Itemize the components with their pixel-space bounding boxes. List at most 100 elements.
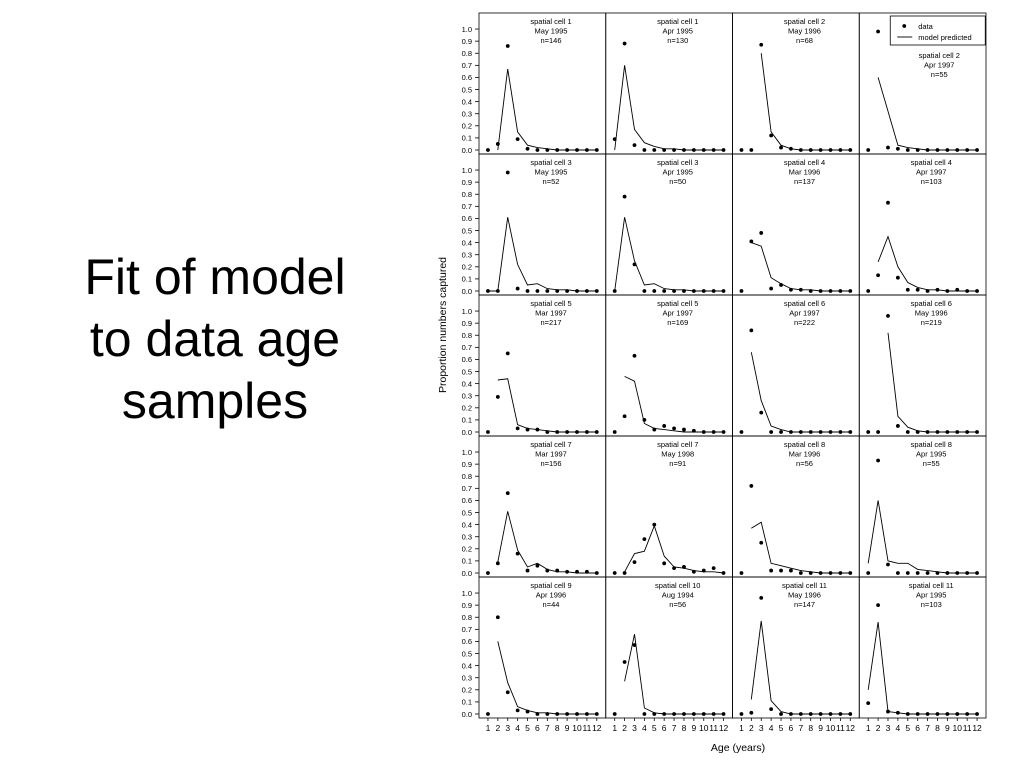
panel-label: Apr 1997 — [924, 61, 954, 70]
data-point — [622, 194, 627, 199]
data-point — [779, 145, 783, 150]
y-tick-label: 0.5 — [462, 226, 472, 235]
data-point — [672, 712, 676, 716]
data-point — [721, 571, 726, 575]
data-point — [838, 571, 843, 575]
x-tick-label: 10 — [953, 723, 963, 733]
data-point — [905, 287, 910, 292]
data-point — [525, 146, 530, 151]
x-tick-label: 9 — [691, 723, 696, 733]
data-point — [575, 289, 579, 293]
data-point — [798, 148, 803, 152]
panel-label: spatial cell 3 — [657, 158, 698, 167]
data-point — [612, 712, 617, 716]
data-point — [876, 603, 880, 608]
y-tick-label: 0.4 — [462, 661, 472, 670]
y-tick-label: 0.5 — [462, 508, 472, 517]
y-tick-label: 0.1 — [462, 134, 472, 143]
data-point — [759, 42, 764, 47]
x-tick-label: 1 — [739, 723, 744, 733]
data-point — [955, 287, 960, 292]
data-point — [818, 289, 823, 293]
data-point — [682, 148, 686, 152]
x-tick-label: 5 — [905, 723, 910, 733]
y-tick-label: 0.1 — [462, 275, 472, 284]
data-point — [925, 148, 930, 152]
data-point — [749, 148, 754, 152]
panel-label: Mar 1996 — [789, 168, 821, 177]
panel-label: May 1996 — [788, 591, 821, 600]
y-tick-label: 0.4 — [462, 379, 472, 388]
panel-label: n=147 — [794, 600, 815, 609]
y-tick-label: 0.3 — [462, 110, 472, 119]
model-line — [751, 521, 851, 574]
data-point — [691, 569, 696, 574]
y-tick-label: 0.9 — [462, 319, 472, 328]
data-point — [759, 595, 764, 600]
model-line — [867, 500, 978, 574]
data-point — [779, 283, 783, 287]
panel-label: n=137 — [794, 177, 815, 186]
y-tick-label: 0.9 — [462, 601, 472, 610]
data-point — [515, 426, 520, 431]
y-tick-label: 0.1 — [462, 698, 472, 707]
x-tick-label: 11 — [582, 723, 591, 733]
panel-label: spatial cell 1 — [530, 17, 571, 26]
data-point — [749, 239, 754, 244]
data-point — [749, 328, 754, 333]
data-point — [789, 430, 793, 434]
x-tick-label: 10 — [826, 723, 836, 733]
data-point — [711, 289, 716, 293]
data-point — [769, 568, 774, 573]
data-point — [612, 430, 617, 434]
panel-label: May 1995 — [535, 27, 568, 36]
data-point — [838, 712, 843, 716]
data-point — [555, 712, 560, 716]
panel-label: n=52 — [543, 177, 560, 186]
data-point — [925, 712, 930, 716]
x-tick-label: 11 — [963, 723, 972, 733]
data-point — [545, 712, 550, 716]
x-tick-label: 8 — [555, 723, 560, 733]
data-point — [682, 289, 686, 293]
data-point — [691, 148, 696, 152]
y-tick-label: 0.6 — [462, 73, 472, 82]
data-point — [866, 289, 871, 293]
y-tick-label: 0.0 — [462, 428, 472, 437]
y-tick-label: 0.2 — [462, 404, 472, 413]
x-tick-label: 12 — [592, 723, 602, 733]
panel-label: Apr 1997 — [916, 168, 946, 177]
data-point — [838, 289, 843, 293]
data-point — [779, 712, 783, 716]
data-point — [808, 148, 813, 152]
data-point — [935, 571, 940, 575]
data-point — [701, 148, 706, 152]
data-point — [632, 143, 637, 148]
data-point — [672, 566, 676, 571]
panel-label: Apr 1995 — [663, 27, 693, 36]
y-tick-label: 0.4 — [462, 520, 472, 529]
data-point — [515, 551, 520, 556]
data-point — [876, 29, 880, 34]
data-point — [975, 571, 979, 575]
x-tick-label: 12 — [719, 723, 729, 733]
data-point — [945, 712, 950, 716]
panel-label: n=50 — [669, 177, 686, 186]
data-point — [662, 561, 667, 566]
data-point — [575, 148, 579, 152]
data-point — [642, 418, 647, 422]
model-line — [487, 217, 597, 292]
model-line — [750, 352, 851, 433]
data-point — [721, 289, 726, 293]
y-tick-label: 0.6 — [462, 496, 472, 505]
model-line — [877, 77, 978, 151]
data-point — [662, 289, 667, 293]
data-point — [749, 710, 754, 715]
data-point — [789, 146, 793, 151]
data-point — [672, 289, 676, 293]
data-point — [955, 712, 960, 716]
data-point — [975, 289, 979, 293]
panel-label: spatial cell 11 — [782, 581, 827, 590]
data-point — [895, 571, 900, 575]
x-tick-label: 1 — [612, 723, 617, 733]
